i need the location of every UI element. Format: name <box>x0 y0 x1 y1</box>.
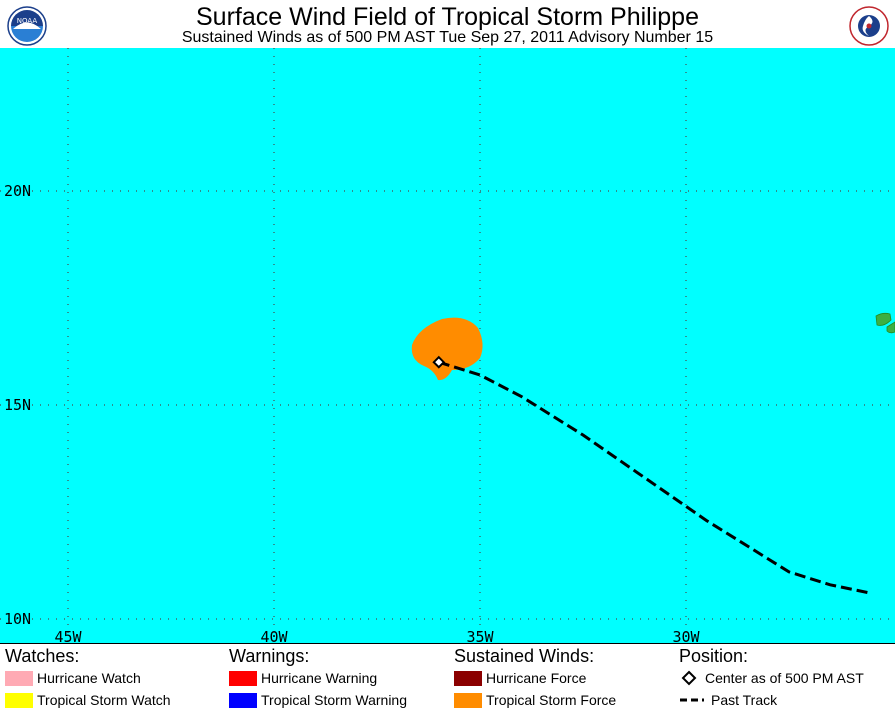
hurricane-watch-swatch <box>5 670 33 686</box>
storm-map: 45W 40W 35W 30W 20N 15N 10N <box>0 48 895 646</box>
legend-heading-watches: Watches: <box>5 646 80 666</box>
legend-item-center: Center as of 500 PM AST <box>679 667 864 689</box>
longitude-label: 40W <box>260 628 288 644</box>
legend-heading-warnings: Warnings: <box>229 646 310 666</box>
map-area: 45W 40W 35W 30W 20N 15N 10N <box>0 48 895 646</box>
tropical-storm-warning-swatch <box>229 692 257 708</box>
nws-logo-icon <box>849 6 889 46</box>
legend-label: Tropical Storm Force <box>486 692 617 708</box>
legend-warnings: Warnings: Hurricane Warning Tropical Sto… <box>229 645 407 711</box>
legend-item-tropical-storm-force: Tropical Storm Force <box>454 689 616 711</box>
tropical-storm-watch-swatch <box>5 692 33 708</box>
legend-label: Past Track <box>711 692 778 708</box>
longitude-label: 30W <box>672 628 700 644</box>
tropical-storm-force-swatch <box>454 692 482 708</box>
center-diamond-icon <box>681 670 697 686</box>
longitude-label: 35W <box>466 628 494 644</box>
longitude-label: 45W <box>54 628 82 644</box>
legend-sustained-winds: Sustained Winds: Hurricane Force Tropica… <box>454 645 616 711</box>
hurricane-force-swatch <box>454 670 482 686</box>
latitude-label: 15N <box>4 396 31 414</box>
map-title: Surface Wind Field of Tropical Storm Phi… <box>196 3 699 31</box>
legend-label: Tropical Storm Warning <box>261 692 408 708</box>
latitude-label: 20N <box>4 182 31 200</box>
legend-position: Position: Center as of 500 PM AST Past T… <box>679 645 864 711</box>
legend-heading-position: Position: <box>679 646 749 666</box>
svg-text:NOAA: NOAA <box>17 17 38 25</box>
island-shape <box>875 312 892 326</box>
legend-label: Tropical Storm Watch <box>37 692 171 708</box>
map-subtitle: Sustained Winds as of 500 PM AST Tue Sep… <box>181 29 714 46</box>
dashed-track-icon <box>680 698 704 702</box>
legend: Watches: Hurricane Watch Tropical Storm … <box>0 645 895 716</box>
legend-label: Hurricane Force <box>486 670 587 686</box>
legend-watches: Watches: Hurricane Watch Tropical Storm … <box>5 645 171 711</box>
legend-label: Hurricane Warning <box>261 670 378 686</box>
legend-item-hurricane-warning: Hurricane Warning <box>229 667 407 689</box>
legend-item-past-track: Past Track <box>679 689 864 711</box>
hurricane-warning-swatch <box>229 670 257 686</box>
noaa-logo-icon: NOAA <box>7 6 47 46</box>
past-track <box>438 360 872 595</box>
lat-lon-grid <box>0 48 895 644</box>
past-track-line <box>438 360 872 595</box>
legend-item-tropical-storm-watch: Tropical Storm Watch <box>5 689 171 711</box>
tropical-storm-force-wind-field <box>411 317 483 381</box>
land-masses <box>875 312 895 334</box>
axis-labels: 45W 40W 35W 30W 20N 15N 10N <box>4 182 701 646</box>
legend-item-tropical-storm-warning: Tropical Storm Warning <box>229 689 407 711</box>
legend-item-hurricane-watch: Hurricane Watch <box>5 667 171 689</box>
legend-heading-winds: Sustained Winds: <box>454 646 595 666</box>
legend-item-hurricane-force: Hurricane Force <box>454 667 616 689</box>
storm-center <box>432 355 446 369</box>
wind-field-shape <box>411 317 483 381</box>
legend-label: Center as of 500 PM AST <box>705 670 864 686</box>
legend-label: Hurricane Watch <box>37 670 141 686</box>
latitude-label: 10N <box>4 610 31 628</box>
storm-center-diamond <box>432 355 446 369</box>
